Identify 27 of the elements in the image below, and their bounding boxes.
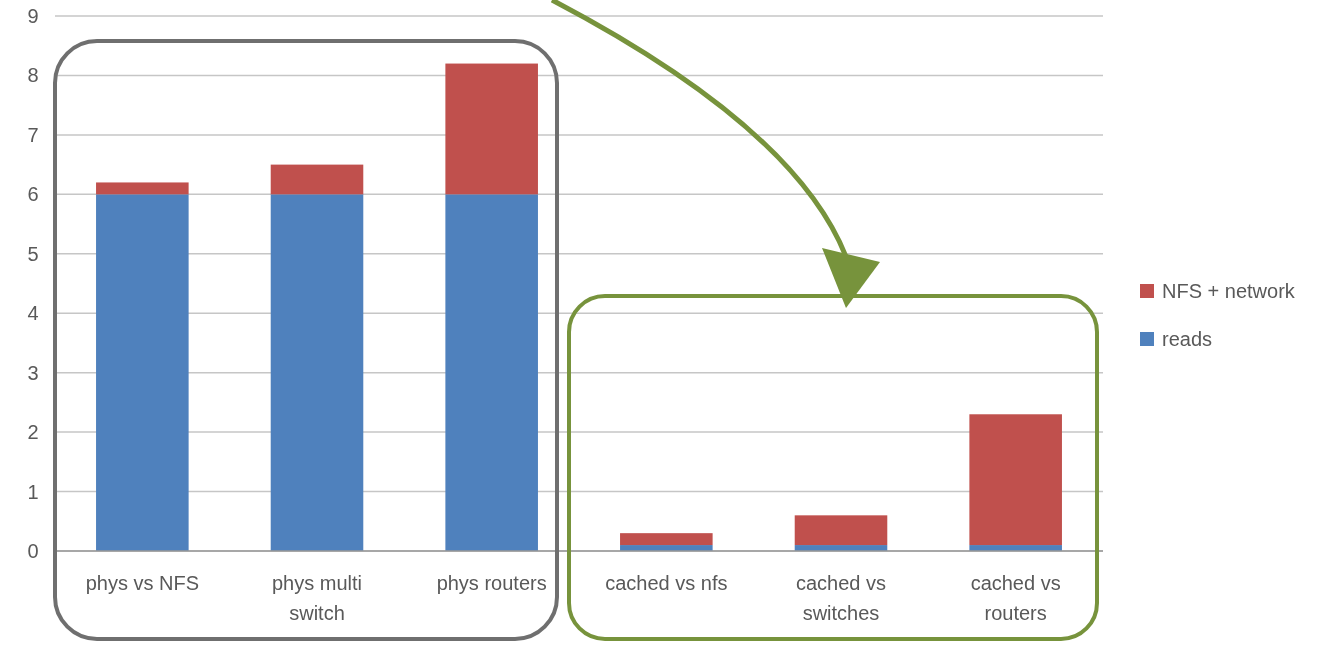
x-tick-label: phys vs NFS <box>85 572 200 594</box>
bar <box>96 182 189 195</box>
bar <box>794 515 888 546</box>
x-tick-label: cached vs routers <box>970 572 1061 624</box>
y-tick-label: 7 <box>27 123 39 146</box>
bar <box>270 164 364 195</box>
x-tick-label: cached vs nfs <box>605 572 728 594</box>
bar <box>445 63 538 195</box>
y-tick-label: 9 <box>27 5 39 27</box>
y-tick-label: 4 <box>27 302 39 325</box>
y-tick-label: 6 <box>27 183 39 206</box>
y-tick-label: 8 <box>27 64 39 87</box>
y-tick-label: 3 <box>27 361 39 384</box>
legend-label: reads <box>1162 328 1213 350</box>
x-tick-label: phys multi switch <box>271 572 363 624</box>
bar <box>445 194 538 551</box>
y-tick-label: 2 <box>27 421 39 444</box>
y-tick-label: 5 <box>27 242 39 265</box>
x-tick-label: phys routers <box>436 572 547 594</box>
bar <box>620 533 713 546</box>
bar <box>969 414 1062 546</box>
x-tick-label: cached vs switches <box>795 572 887 624</box>
y-tick-label: 1 <box>27 480 39 503</box>
bar <box>96 194 189 551</box>
y-tick-label: 0 <box>27 540 39 562</box>
bar <box>270 194 364 551</box>
legend-label: NFS + network <box>1162 280 1296 302</box>
